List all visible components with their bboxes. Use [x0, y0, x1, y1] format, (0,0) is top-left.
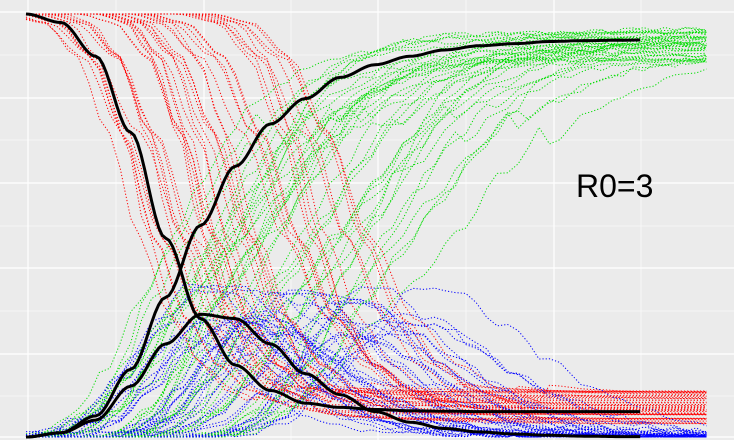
deterministic-curves: [25, 12, 641, 439]
susceptible-run: [26, 13, 707, 424]
infected-run: [26, 317, 707, 438]
susceptible-run: [26, 13, 707, 419]
infected-run: [26, 333, 707, 438]
susceptible-run: [26, 13, 707, 404]
recovered-run: [26, 48, 707, 438]
infected-run: [25, 283, 707, 438]
infected-run: [26, 301, 707, 438]
recovered-curve: [25, 38, 641, 439]
stochastic-runs: [25, 13, 707, 438]
recovered-run: [26, 31, 707, 438]
infected-run: [26, 323, 707, 438]
susceptible-run: [26, 13, 707, 403]
susceptible-run: [25, 13, 707, 404]
recovered-run: [25, 29, 707, 438]
recovered-run: [26, 37, 707, 438]
recovered-run: [26, 51, 707, 438]
recovered-run: [26, 57, 707, 438]
susceptible-curve: [25, 12, 641, 414]
recovered-run: [26, 36, 707, 438]
susceptible-run: [26, 13, 707, 408]
infected-run: [26, 331, 707, 438]
susceptible-run: [26, 13, 707, 404]
recovered-run: [26, 36, 707, 438]
susceptible-run: [26, 13, 707, 403]
recovered-run: [26, 50, 707, 438]
infected-run: [26, 298, 707, 438]
infected-run: [26, 313, 707, 438]
susceptible-run: [26, 13, 707, 405]
susceptible-run: [26, 13, 707, 424]
susceptible-run: [25, 13, 707, 414]
infected-run: [26, 289, 707, 438]
infected-run: [26, 291, 707, 438]
recovered-run: [26, 59, 707, 438]
infected-run: [26, 317, 707, 438]
infected-run: [26, 330, 707, 438]
susceptible-run: [26, 13, 707, 402]
susceptible-run: [25, 16, 707, 402]
r0-annotation: R0=3: [576, 168, 654, 204]
recovered-run: [26, 46, 707, 438]
recovered-run: [26, 27, 707, 438]
susceptible-run: [25, 19, 707, 422]
recovered-run: [26, 59, 707, 438]
recovered-run: [26, 43, 707, 438]
susceptible-run: [26, 13, 707, 419]
susceptible-run: [26, 13, 707, 421]
recovered-run: [25, 55, 707, 438]
susceptible-run: [26, 13, 707, 415]
recovered-run: [26, 59, 707, 438]
recovered-run: [25, 26, 707, 435]
recovered-run: [26, 58, 707, 438]
susceptible-run: [26, 13, 707, 415]
susceptible-run: [26, 13, 707, 404]
recovered-run: [26, 31, 707, 438]
susceptible-run: [25, 13, 707, 412]
infected-curve: [25, 312, 641, 439]
susceptible-run: [26, 13, 707, 420]
infected-run: [26, 319, 707, 438]
susceptible-run: [26, 13, 707, 403]
susceptible-run: [25, 14, 707, 403]
infected-run: [25, 316, 707, 438]
recovered-run: [26, 58, 707, 438]
infected-run: [26, 287, 707, 438]
recovered-run: [25, 58, 707, 437]
infected-run: [25, 321, 707, 438]
susceptible-run: [25, 18, 707, 425]
susceptible-run: [26, 13, 707, 404]
susceptible-run: [26, 13, 707, 404]
susceptible-run: [26, 13, 707, 402]
susceptible-run: [26, 13, 707, 403]
recovered-run: [26, 30, 707, 438]
susceptible-run: [26, 13, 707, 404]
recovered-run: [26, 53, 707, 438]
susceptible-run: [26, 13, 707, 403]
recovered-run: [26, 55, 707, 438]
recovered-run: [26, 32, 707, 438]
recovered-run: [26, 35, 707, 438]
